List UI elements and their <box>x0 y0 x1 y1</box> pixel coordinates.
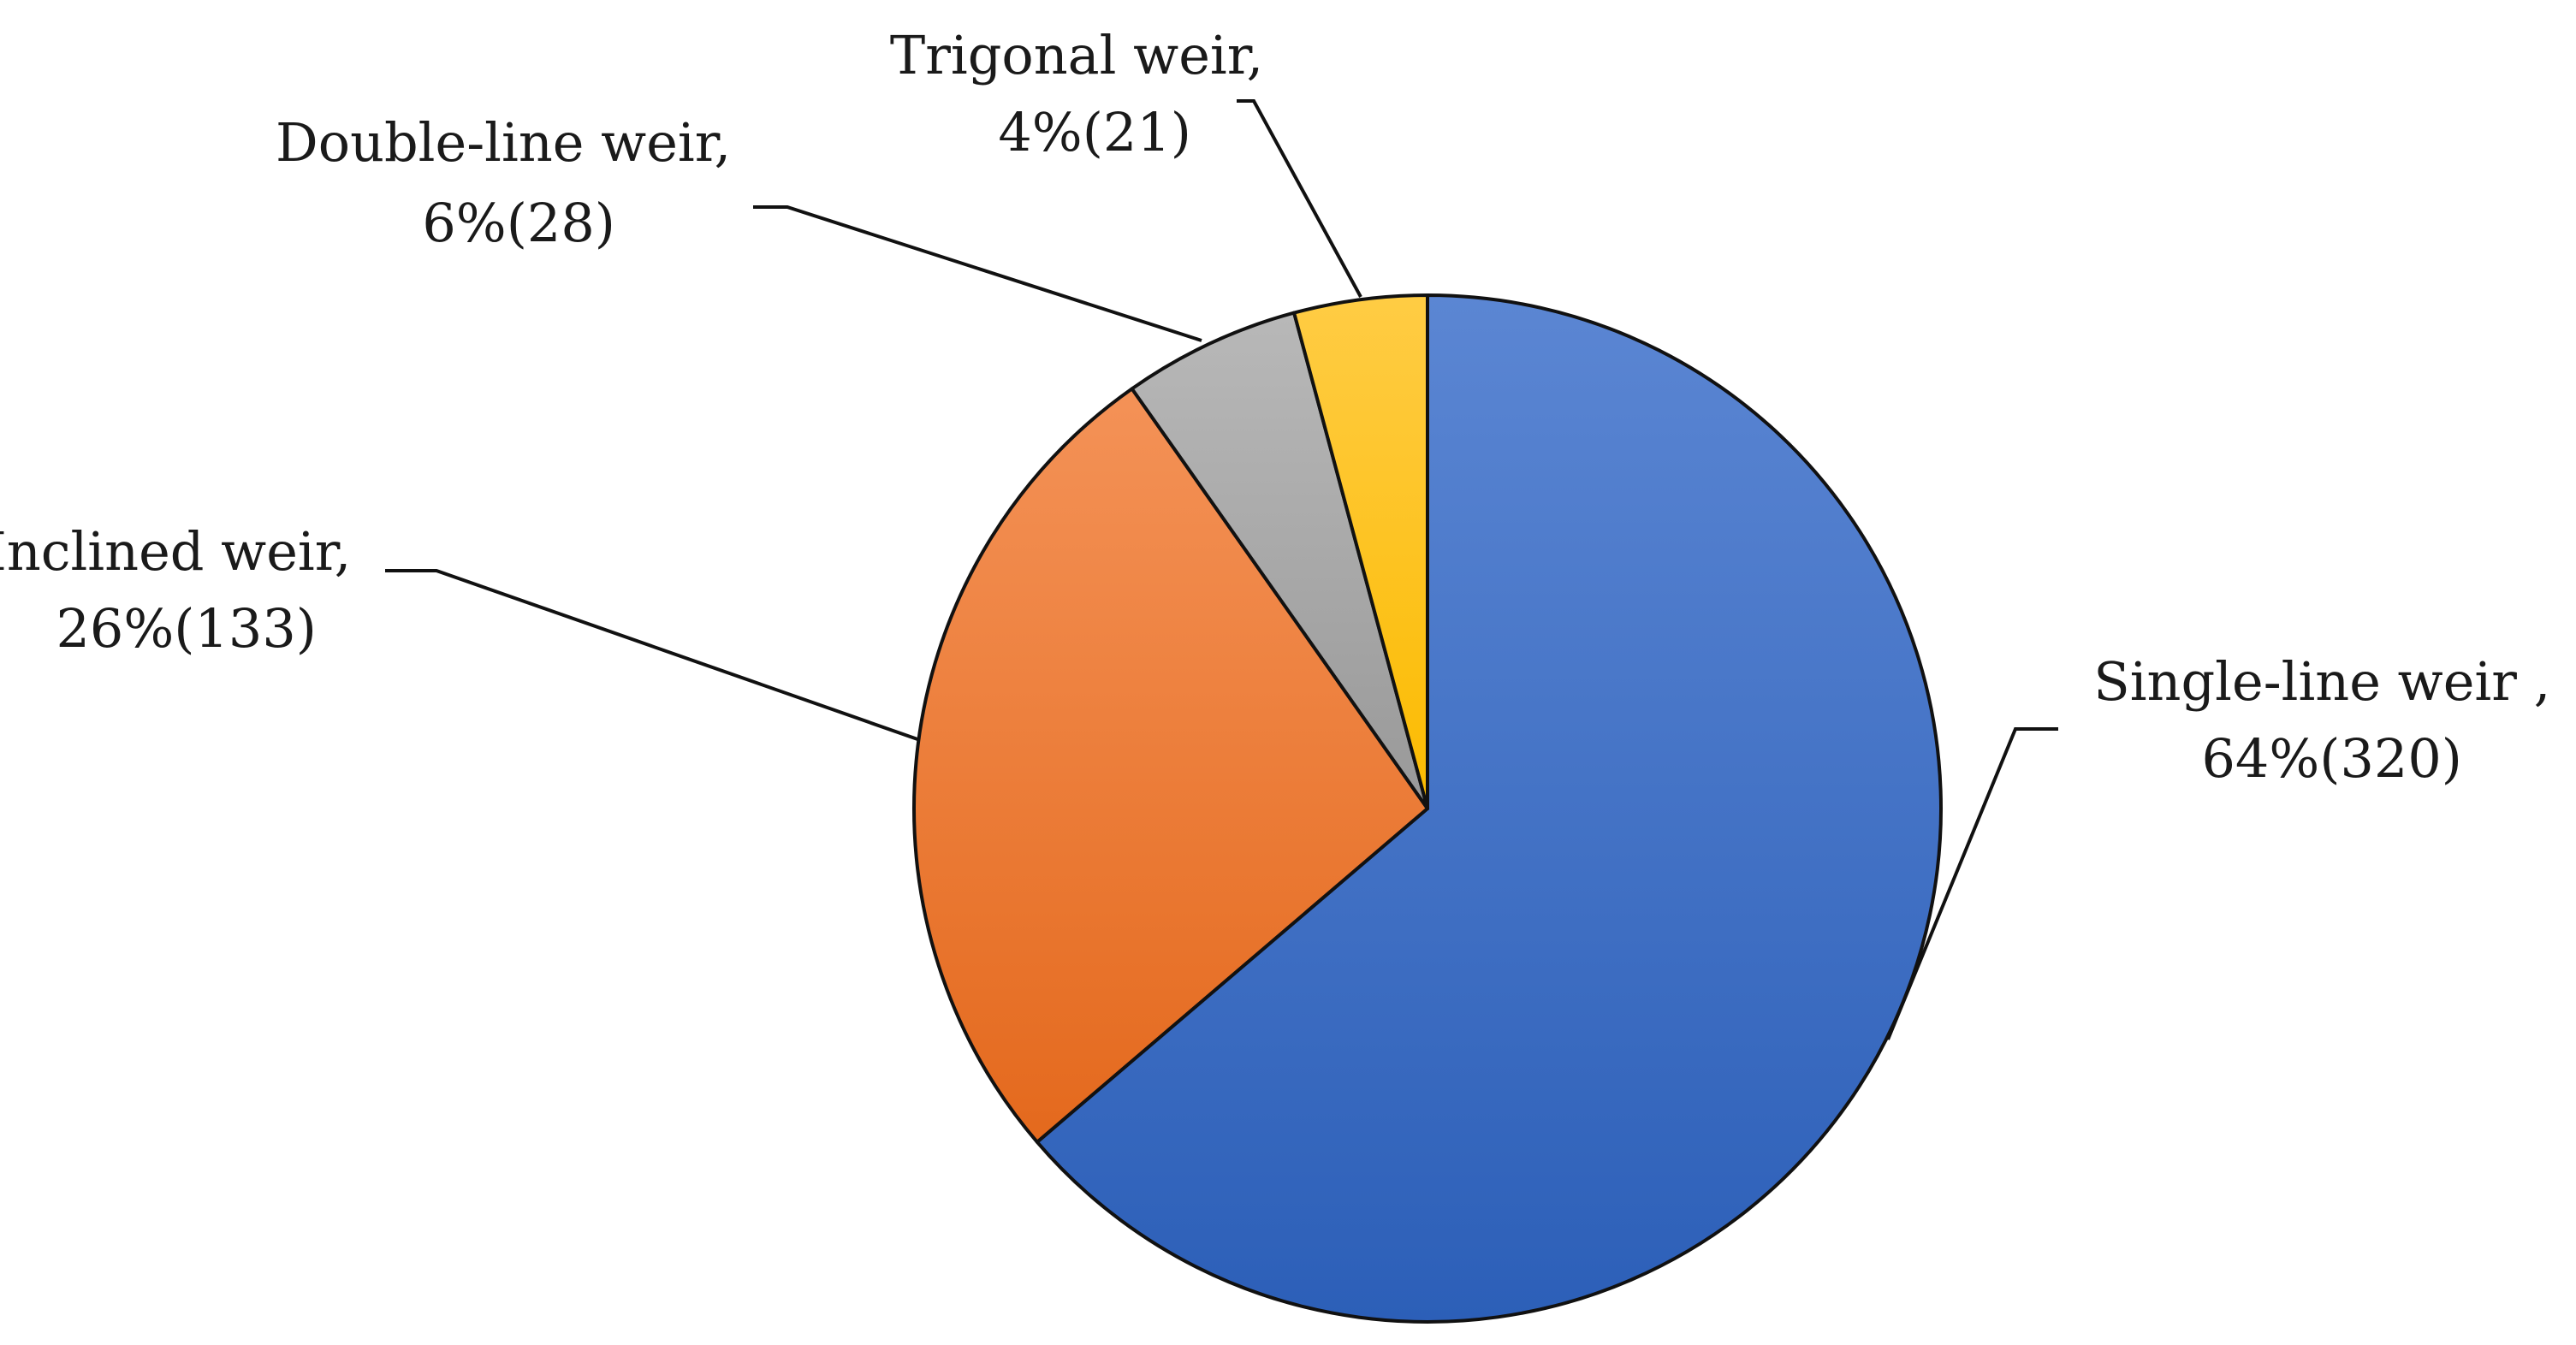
slice-label-double-line-name: Double-line weir, <box>276 111 731 174</box>
leader-line-inclined <box>385 569 921 742</box>
pie-slices <box>912 293 1943 1324</box>
slice-label-inclined-value: 26%(133) <box>56 597 317 660</box>
slice-label-inclined-name: Inclined weir, <box>0 520 351 583</box>
slice-label-inclined: Inclined weir, 26%(133) <box>0 520 368 660</box>
leader-line-double-line <box>753 205 1202 342</box>
slice-label-single-line: Single-line weir , 64%(320) <box>2093 650 2567 790</box>
slice-label-single-line-name: Single-line weir , <box>2093 650 2550 713</box>
slice-label-trigonal-name: Trigonal weir, <box>890 24 1263 86</box>
pie-slice-double-line <box>1130 311 1429 810</box>
leader-line-single-line <box>1886 727 2058 1040</box>
slice-label-double-line-value: 6%(28) <box>422 192 615 254</box>
leader-lines <box>385 99 2058 1040</box>
slice-label-trigonal: Trigonal weir, 4%(21) <box>890 24 1280 163</box>
leader-line-trigonal <box>1237 99 1362 298</box>
slice-label-single-line-value: 64%(320) <box>2201 727 2462 790</box>
slice-label-trigonal-value: 4%(21) <box>998 101 1191 163</box>
slice-label-double-line: Double-line weir, 6%(28) <box>276 111 748 254</box>
pie-slice-trigonal <box>1292 293 1429 810</box>
pie-slice-inclined <box>912 387 1429 1144</box>
